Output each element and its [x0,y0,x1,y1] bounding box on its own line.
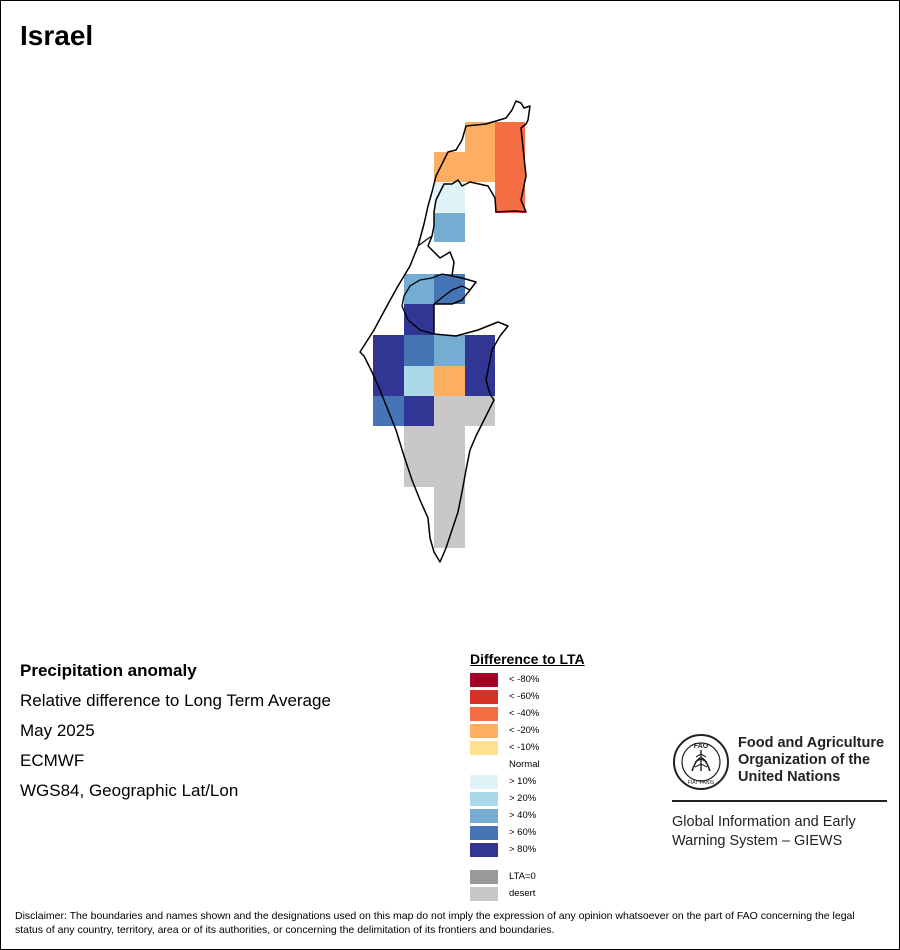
legend-swatch [470,707,498,721]
legend-item: < -60% [470,689,585,706]
legend-swatch [470,792,498,806]
legend-item: desert [470,886,585,903]
country-boundary [359,100,531,563]
legend-item: > 10% [470,774,585,791]
legend-title: Difference to LTA [470,651,585,667]
legend-item: > 80% [470,842,585,859]
legend-swatch [470,870,498,884]
map-area [359,100,531,563]
legend-item: > 20% [470,791,585,808]
legend-item: < -40% [470,706,585,723]
grid-cell [373,335,404,366]
fao-name-line: Food and Agriculture [738,735,885,751]
grid-cell [404,335,434,366]
legend-swatch [470,826,498,840]
legend-label: < -40% [509,708,540,719]
legend-item: < -20% [470,723,585,740]
map-title: Israel [20,20,94,51]
inner-boundary [417,235,433,247]
map-metadata: Precipitation anomaly Relative differenc… [20,656,331,806]
legend-item: LTA=0 [470,869,585,886]
legend-label: < -80% [509,674,540,685]
legend-item: Normal [470,757,585,774]
legend-swatch [470,775,498,789]
legend-label: > 20% [509,793,537,804]
legend-item: > 60% [470,825,585,842]
map-projection: WGS84, Geographic Lat/Lon [20,781,239,800]
legend-swatch [470,809,498,823]
grid-cell [495,152,525,182]
grid-cell [465,366,495,396]
fao-logo-motto: FIAT PANIS [688,780,715,786]
fao-logo-letters: FAO [694,743,709,750]
grid-cell [434,335,465,366]
giews-line: Global Information and Early [672,814,856,830]
grid-cell [434,366,465,396]
legend-swatch [470,887,498,901]
grid-cell [465,122,495,152]
map-variable: Precipitation anomaly [20,661,197,680]
map-source: ECMWF [20,751,85,770]
fao-name: Food and Agriculture Organization of the… [738,735,884,786]
legend-swatch [470,673,498,687]
legend-swatch [470,724,498,738]
legend-item: > 40% [470,808,585,825]
legend-label: < -60% [509,691,540,702]
grid-cell [404,426,465,456]
legend-label: > 40% [509,810,537,821]
grid-cell [434,396,495,426]
legend-label: > 60% [509,827,537,838]
anomaly-grid [373,122,525,548]
legend-swatch [470,690,498,704]
grid-cell [465,335,495,366]
grid-cell [495,122,525,152]
grid-cell [434,182,465,213]
legend-label: > 80% [509,844,537,855]
grid-cell [373,366,404,396]
giews-name: Global Information and Early Warning Sys… [672,813,856,851]
map-period: May 2025 [20,721,95,740]
grid-cell [434,213,465,242]
fao-name-line: United Nations [738,769,841,785]
legend-label: LTA=0 [509,871,536,882]
fao-logo-icon: FAO FIAT PANIS [673,734,729,790]
legend-swatch [470,741,498,755]
grid-cell [434,274,465,304]
grid-cell [495,182,525,213]
divider [672,800,887,802]
legend-label: < -10% [509,742,540,753]
legend-label: < -20% [509,725,540,736]
grid-cell [404,304,434,335]
giews-line: Warning System – GIEWS [672,833,843,849]
west-bank-boundary [401,273,471,335]
map-description: Relative difference to Long Term Average [20,691,331,710]
legend-swatch [470,843,498,857]
legend: Difference to LTA < -80% < -60% < -40% <… [470,651,585,903]
legend-label: desert [509,888,536,899]
grid-cell [404,456,465,487]
grid-cell [404,366,434,396]
disclaimer: Disclaimer: The boundaries and names sho… [15,910,855,936]
legend-item: < -80% [470,672,585,689]
legend-item: < -10% [470,740,585,757]
legend-label: Normal [509,759,540,770]
grid-cell [434,152,465,182]
legend-label: > 10% [509,776,537,787]
legend-swatch [470,758,498,772]
grid-cell [404,396,434,426]
grid-cell [434,517,465,548]
fao-name-line: Organization of the [738,752,871,768]
grid-cell [465,152,495,182]
